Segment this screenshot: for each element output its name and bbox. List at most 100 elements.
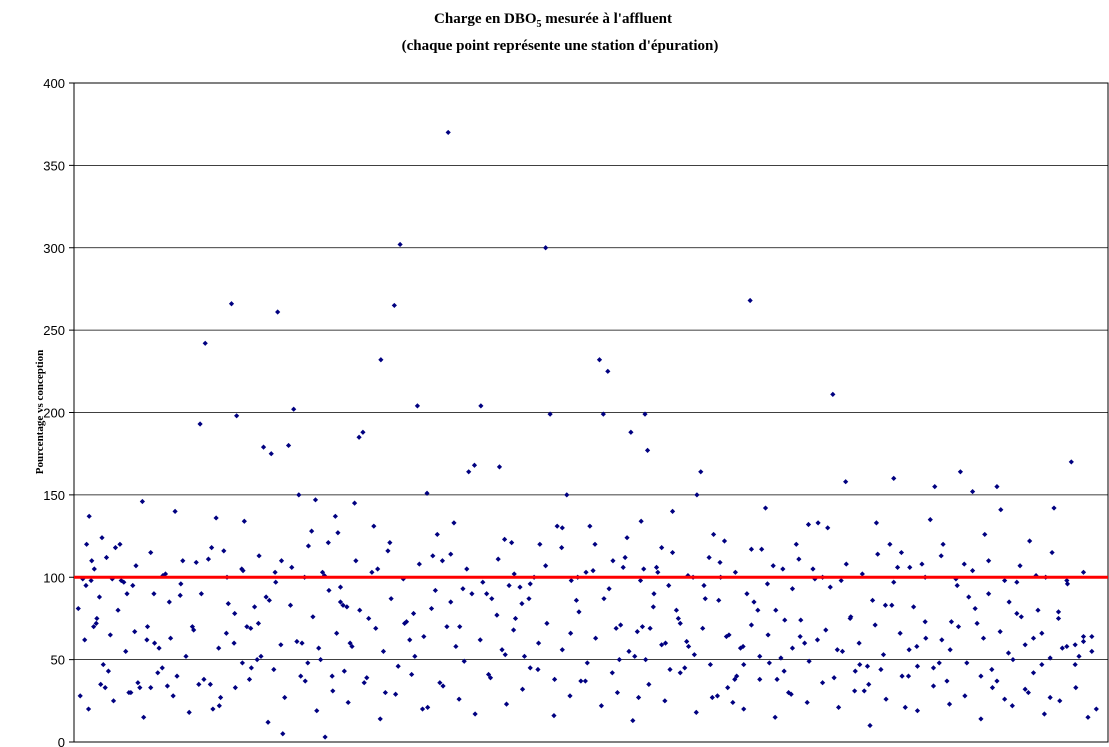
data-point [444,624,450,630]
data-point [139,498,145,505]
data-point [978,716,984,722]
data-point [953,576,959,582]
data-point [902,704,908,711]
data-point [519,686,526,692]
data-point [180,558,186,564]
data-point [552,676,558,682]
data-point [410,610,417,617]
data-point [218,694,224,701]
data-point [948,619,955,625]
data-point [732,676,738,682]
data-point [914,643,920,650]
data-point [831,675,837,681]
data-point [624,535,630,541]
data-point [216,645,222,651]
data-point [472,711,478,717]
data-point [1035,607,1041,613]
data-point [272,569,278,575]
data-point [186,709,192,715]
data-point [118,577,124,584]
data-point [1049,549,1055,556]
data-point [710,531,717,538]
data-point [997,629,1003,635]
data-point [213,515,219,521]
data-point [914,663,921,669]
data-point [469,591,475,597]
data-point [314,708,320,714]
y-tick-label-350: 350 [43,158,65,173]
data-point [478,403,484,409]
data-point [1025,689,1031,696]
data-point [994,678,1000,684]
data-point [91,624,97,630]
data-point [962,693,968,699]
data-point [400,576,406,582]
data-point [178,581,184,587]
data-point [554,523,560,529]
data-point [141,714,147,720]
data-point [1080,638,1087,645]
data-point [170,693,176,699]
data-point [268,451,274,457]
data-point [345,699,351,706]
data-point [112,544,119,551]
data-point [421,633,427,640]
data-point [151,591,157,597]
data-point [543,245,549,251]
data-point [510,627,517,633]
data-point [547,411,553,417]
data-point [725,685,731,691]
data-point [1039,630,1045,636]
data-point [864,663,871,669]
data-point [494,612,500,618]
data-point [859,571,865,577]
data-point [126,689,132,696]
data-point [706,554,712,561]
data-point [693,709,699,715]
data-point [380,648,387,654]
data-point [251,604,258,610]
data-point [891,579,897,585]
data-point [1030,635,1037,641]
data-point [1051,505,1057,511]
data-point [789,586,796,592]
data-point [843,561,849,567]
data-point [544,620,550,626]
data-point [326,587,332,594]
data-point [99,535,105,541]
data-point [717,559,723,566]
data-point [460,586,466,592]
data-point [839,648,846,654]
data-point [340,602,346,608]
data-point [721,538,728,544]
data-point [969,568,976,574]
data-point [403,619,410,625]
data-point [702,596,708,602]
data-point [667,666,673,673]
data-point [883,696,889,702]
data-point [961,561,967,567]
data-point [385,548,391,554]
data-point [503,701,510,707]
data-point [590,568,596,574]
data-point [765,632,771,638]
data-point [726,632,732,638]
data-point [757,676,763,682]
data-point [880,652,887,658]
data-point [1018,614,1024,620]
data-point [857,661,863,668]
data-point [740,643,746,650]
data-point [994,484,1000,490]
data-point [511,571,517,577]
data-point [434,531,440,538]
data-point [643,657,649,663]
data-point [1017,563,1023,569]
data-point [741,706,747,712]
data-point [393,691,399,697]
data-point [964,660,970,666]
data-point [432,587,438,594]
data-point [618,622,624,628]
data-point [201,676,207,682]
data-point [123,648,129,654]
data-point [930,665,937,671]
